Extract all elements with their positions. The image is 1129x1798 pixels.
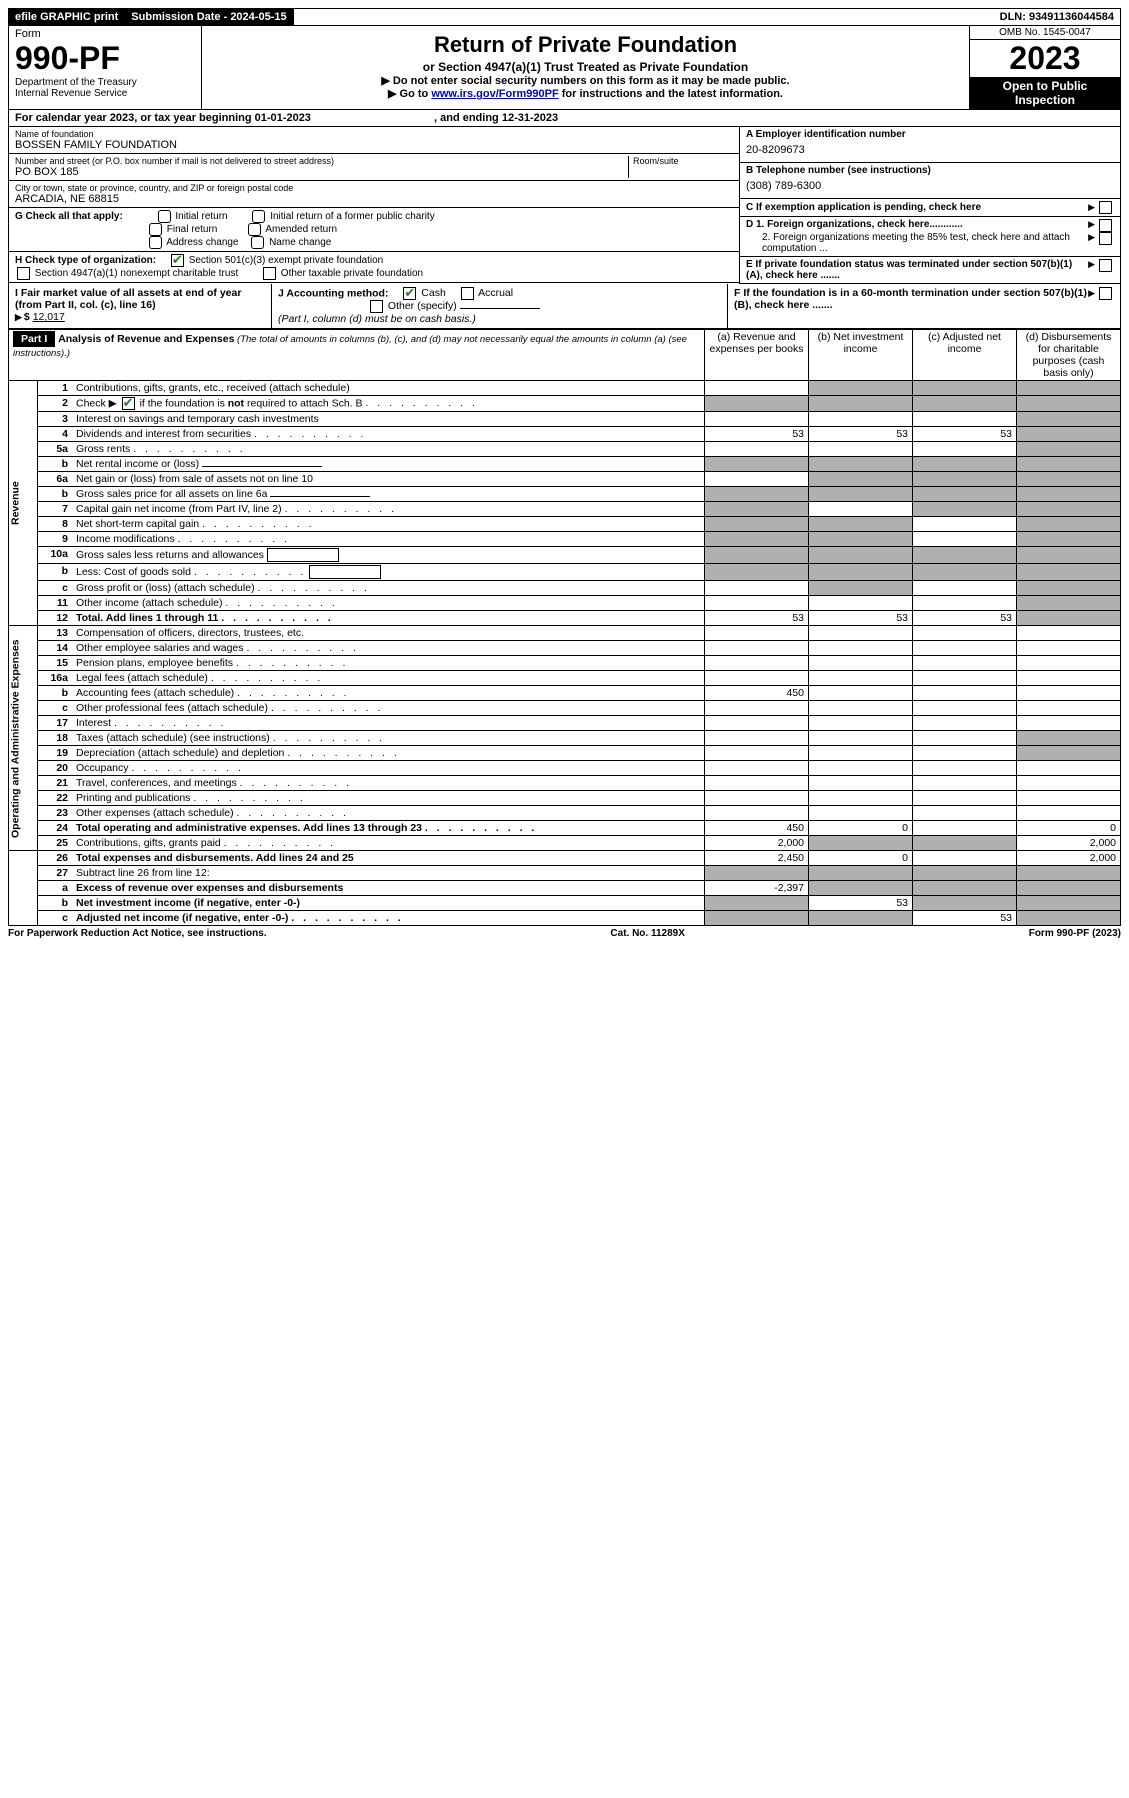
- d2-check[interactable]: [1099, 232, 1112, 245]
- cash-check[interactable]: [403, 287, 416, 300]
- dln: DLN: 93491136044584: [994, 9, 1120, 25]
- irs-link[interactable]: www.irs.gov/Form990PF: [431, 88, 558, 100]
- note-link: ▶ Go to www.irs.gov/Form990PF for instru…: [206, 87, 965, 100]
- e-check[interactable]: [1099, 259, 1112, 272]
- g-check-row: G Check all that apply: Initial return I…: [9, 208, 739, 252]
- revenue-label: Revenue: [9, 381, 38, 626]
- open-public: Open to Public Inspection: [970, 77, 1120, 109]
- accrual-check[interactable]: [461, 287, 474, 300]
- form-ref: Form 990-PF (2023): [1029, 928, 1121, 939]
- form-number: 990-PF: [15, 40, 195, 77]
- d1-check[interactable]: [1099, 219, 1112, 232]
- page-footer: For Paperwork Reduction Act Notice, see …: [8, 926, 1121, 941]
- efile-label: efile GRAPHIC print: [9, 9, 125, 25]
- note-ssn: ▶ Do not enter social security numbers o…: [206, 74, 965, 87]
- pra-notice: For Paperwork Reduction Act Notice, see …: [8, 928, 267, 939]
- name-change-check[interactable]: [251, 236, 264, 249]
- calendar-year-row: For calendar year 2023, or tax year begi…: [8, 110, 1121, 127]
- initial-former-check[interactable]: [252, 210, 265, 223]
- other-taxable-check[interactable]: [263, 267, 276, 280]
- form-title: Return of Private Foundation: [206, 32, 965, 58]
- ijf-row: I Fair market value of all assets at end…: [8, 284, 1121, 329]
- f-check[interactable]: [1099, 287, 1112, 300]
- ein-cell: A Employer identification number 20-8209…: [740, 127, 1120, 163]
- form-word: Form: [15, 28, 195, 40]
- fmv-value: 12,017: [33, 311, 65, 323]
- schb-check[interactable]: [122, 397, 135, 410]
- phone-cell: B Telephone number (see instructions) (3…: [740, 163, 1120, 199]
- part1-label: Part I: [13, 331, 55, 347]
- address-change-check[interactable]: [149, 236, 162, 249]
- entity-info: Name of foundation BOSSEN FAMILY FOUNDAT…: [8, 127, 1121, 284]
- form-header: Form 990-PF Department of the Treasury I…: [8, 26, 1121, 110]
- initial-return-check[interactable]: [158, 210, 171, 223]
- c-check[interactable]: [1099, 201, 1112, 214]
- foundation-name-cell: Name of foundation BOSSEN FAMILY FOUNDAT…: [9, 127, 739, 154]
- tax-year: 2023: [970, 40, 1120, 77]
- omb-number: OMB No. 1545-0047: [970, 26, 1120, 40]
- expenses-label: Operating and Administrative Expenses: [9, 626, 38, 851]
- e-cell: E If private foundation status was termi…: [740, 257, 1120, 284]
- final-return-check[interactable]: [149, 223, 162, 236]
- part1-table: Part I Analysis of Revenue and Expenses …: [8, 329, 1121, 926]
- other-method-check[interactable]: [370, 300, 383, 313]
- dept: Department of the Treasury: [15, 77, 195, 88]
- d-cell: D 1. Foreign organizations, check here..…: [740, 217, 1120, 257]
- 4947-check[interactable]: [17, 267, 30, 280]
- top-bar: efile GRAPHIC print Submission Date - 20…: [8, 8, 1121, 26]
- irs: Internal Revenue Service: [15, 88, 195, 99]
- cat-no: Cat. No. 11289X: [610, 928, 684, 939]
- h-check-row: H Check type of organization: Section 50…: [9, 252, 739, 283]
- c-cell: C If exemption application is pending, c…: [740, 199, 1120, 217]
- amended-check[interactable]: [248, 223, 261, 236]
- city-cell: City or town, state or province, country…: [9, 181, 739, 208]
- submission-date: Submission Date - 2024-05-15: [125, 9, 293, 25]
- address-cell: Number and street (or P.O. box number if…: [9, 154, 739, 181]
- form-subtitle: or Section 4947(a)(1) Trust Treated as P…: [206, 60, 965, 74]
- 501c3-check[interactable]: [171, 254, 184, 267]
